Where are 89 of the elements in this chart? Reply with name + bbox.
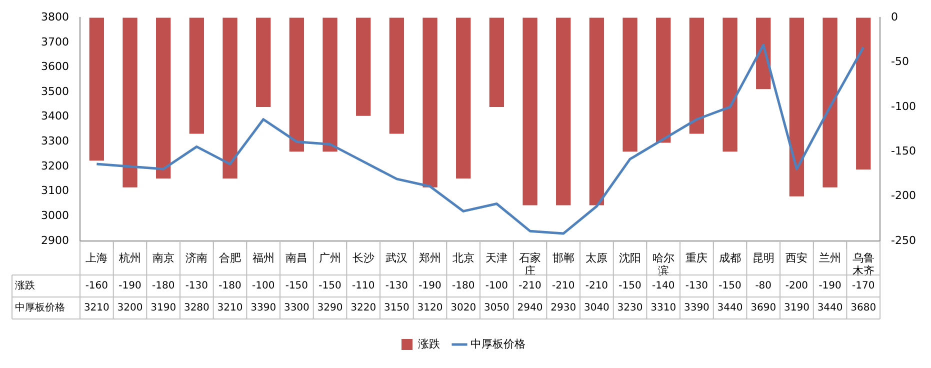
data-label: 3390 [250, 302, 276, 314]
x-tick-label: 郑州 [419, 251, 442, 264]
x-tick-label: 重庆 [686, 251, 708, 264]
data-label: -210 [552, 280, 575, 292]
x-tick-label: 上海 [86, 251, 108, 264]
x-tick-label: 西安 [786, 251, 808, 264]
data-label: -200 [785, 280, 808, 292]
data-label: 3440 [817, 302, 843, 314]
x-tick-label: 武汉 [386, 251, 408, 264]
data-label: 3200 [117, 302, 143, 314]
data-label: -80 [755, 280, 772, 292]
x-tick-label: 成都 [719, 251, 742, 264]
data-label: 3040 [584, 302, 610, 314]
y2-tick-label: -100 [891, 100, 916, 113]
y-tick-label: 3000 [41, 209, 69, 222]
legend-label: 中厚板价格 [470, 337, 526, 350]
data-label: -170 [852, 280, 875, 292]
data-label: 3210 [217, 302, 243, 314]
x-tick-label: 福州 [252, 251, 274, 264]
y-tick-label: 3700 [41, 35, 69, 48]
data-label: 3020 [450, 302, 476, 314]
data-label: -180 [152, 280, 175, 292]
data-label: 3680 [850, 302, 876, 314]
data-label: 3440 [717, 302, 743, 314]
y2-tick-label: 0 [891, 10, 898, 24]
y2-tick-label: -50 [891, 55, 910, 68]
y-tick-label: 3600 [41, 60, 69, 74]
data-label: 3690 [750, 302, 776, 314]
x-tick-label: 南京 [152, 251, 174, 264]
x-tick-label: 杭州 [118, 251, 141, 264]
data-label: 3050 [484, 302, 510, 314]
y-tick-label: 3200 [41, 159, 69, 172]
data-label: 2940 [517, 302, 543, 314]
x-tick-label: 邯郸 [552, 251, 574, 264]
text: 涨跌 [15, 280, 35, 292]
x-tick-label: 天津 [486, 251, 508, 264]
y-tick-label: 3800 [41, 10, 69, 24]
data-label: 3150 [384, 302, 410, 314]
y-tick-label: 2900 [41, 234, 69, 247]
data-label: -210 [518, 280, 542, 292]
data-label: 3210 [84, 302, 110, 314]
x-tick-label: 南昌 [286, 251, 308, 264]
legend-label: 涨跌 [418, 337, 440, 350]
y2-tick-label: -250 [891, 234, 916, 247]
x-tick-label: 合肥 [219, 251, 242, 264]
x-tick-label: 广州 [319, 251, 342, 264]
data-label: 3120 [417, 302, 443, 314]
data-label: 3230 [617, 302, 643, 314]
y-tick-label: 3100 [41, 184, 69, 198]
data-label: -140 [652, 280, 675, 292]
data-label: 3290 [317, 302, 343, 314]
x-tick-label: 太原 [586, 251, 608, 264]
data-label: 3310 [650, 302, 676, 314]
data-label: -150 [618, 280, 642, 292]
data-label: -150 [318, 280, 342, 292]
data-label: -180 [218, 280, 242, 292]
data-label: -190 [118, 280, 142, 292]
text: 中厚板价格 [15, 302, 65, 314]
y-tick-label: 3500 [41, 84, 69, 98]
data-label: -110 [352, 280, 375, 292]
data-label: -130 [685, 280, 708, 292]
x-tick-label: 昆明 [752, 251, 774, 264]
x-tick-label: 济南 [186, 251, 208, 264]
x-tick-label: 长沙 [352, 251, 374, 264]
data-label: -190 [818, 280, 842, 292]
data-label: -100 [252, 280, 275, 292]
data-label: 3190 [150, 302, 176, 314]
data-label: -160 [85, 280, 108, 292]
data-label: 3300 [284, 302, 310, 314]
data-label: -130 [385, 280, 408, 292]
data-label: 3220 [350, 302, 376, 314]
data-label: -150 [285, 280, 308, 292]
data-label: -150 [718, 280, 742, 292]
data-label: 3190 [784, 302, 810, 314]
data-label: 2930 [550, 302, 576, 314]
y2-tick-label: -150 [891, 144, 916, 158]
data-label: -210 [585, 280, 608, 292]
data-label: -130 [185, 280, 208, 292]
y2-tick-label: -200 [891, 189, 916, 202]
x-tick-label: 沈阳 [619, 251, 642, 264]
y-tick-label: 3300 [41, 134, 69, 148]
data-label: 3280 [184, 302, 210, 314]
data-label: -190 [418, 280, 442, 292]
y-tick-label: 3400 [41, 110, 69, 123]
x-tick-label: 北京 [452, 251, 474, 264]
x-tick-label: 兰州 [819, 251, 842, 264]
data-label: -180 [452, 280, 475, 292]
data-label: 3390 [684, 302, 710, 314]
data-label: -100 [485, 280, 508, 292]
